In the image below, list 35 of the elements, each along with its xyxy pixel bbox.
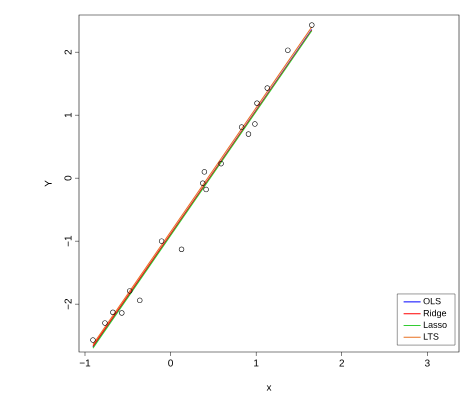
y-tick-label: −1 xyxy=(64,236,72,246)
legend-label: LTS xyxy=(424,333,438,340)
point xyxy=(90,337,96,343)
x-tick-label: 1 xyxy=(254,360,258,366)
point xyxy=(203,186,209,192)
legend-label: Lasso xyxy=(424,322,447,328)
point xyxy=(178,246,184,252)
point xyxy=(200,180,206,186)
point xyxy=(127,288,132,294)
y-axis-title: Y xyxy=(44,180,52,187)
point xyxy=(246,131,252,137)
x-tick-label: 2 xyxy=(339,360,344,366)
x-tick-label: 0 xyxy=(168,360,173,367)
x-tick-label: −1 xyxy=(80,360,90,366)
y-tick-label: 2 xyxy=(64,50,72,54)
y-tick-label: 1 xyxy=(64,112,72,118)
x-tick-label: 3 xyxy=(424,360,430,367)
point xyxy=(102,320,108,326)
point xyxy=(238,124,244,130)
point xyxy=(119,310,124,316)
point xyxy=(254,100,260,106)
y-tick-label: −2 xyxy=(64,298,72,310)
legend-label: OLS xyxy=(424,298,441,304)
point xyxy=(158,238,164,244)
point xyxy=(137,298,142,304)
legend-label: Ridge xyxy=(424,310,446,318)
point xyxy=(202,169,208,175)
x-axis-title: x xyxy=(266,385,272,391)
point xyxy=(285,48,291,53)
y-tick-label: 0 xyxy=(64,176,72,181)
point xyxy=(252,121,258,127)
point xyxy=(110,310,116,316)
point xyxy=(264,85,270,91)
point xyxy=(218,160,224,166)
point xyxy=(309,22,314,28)
